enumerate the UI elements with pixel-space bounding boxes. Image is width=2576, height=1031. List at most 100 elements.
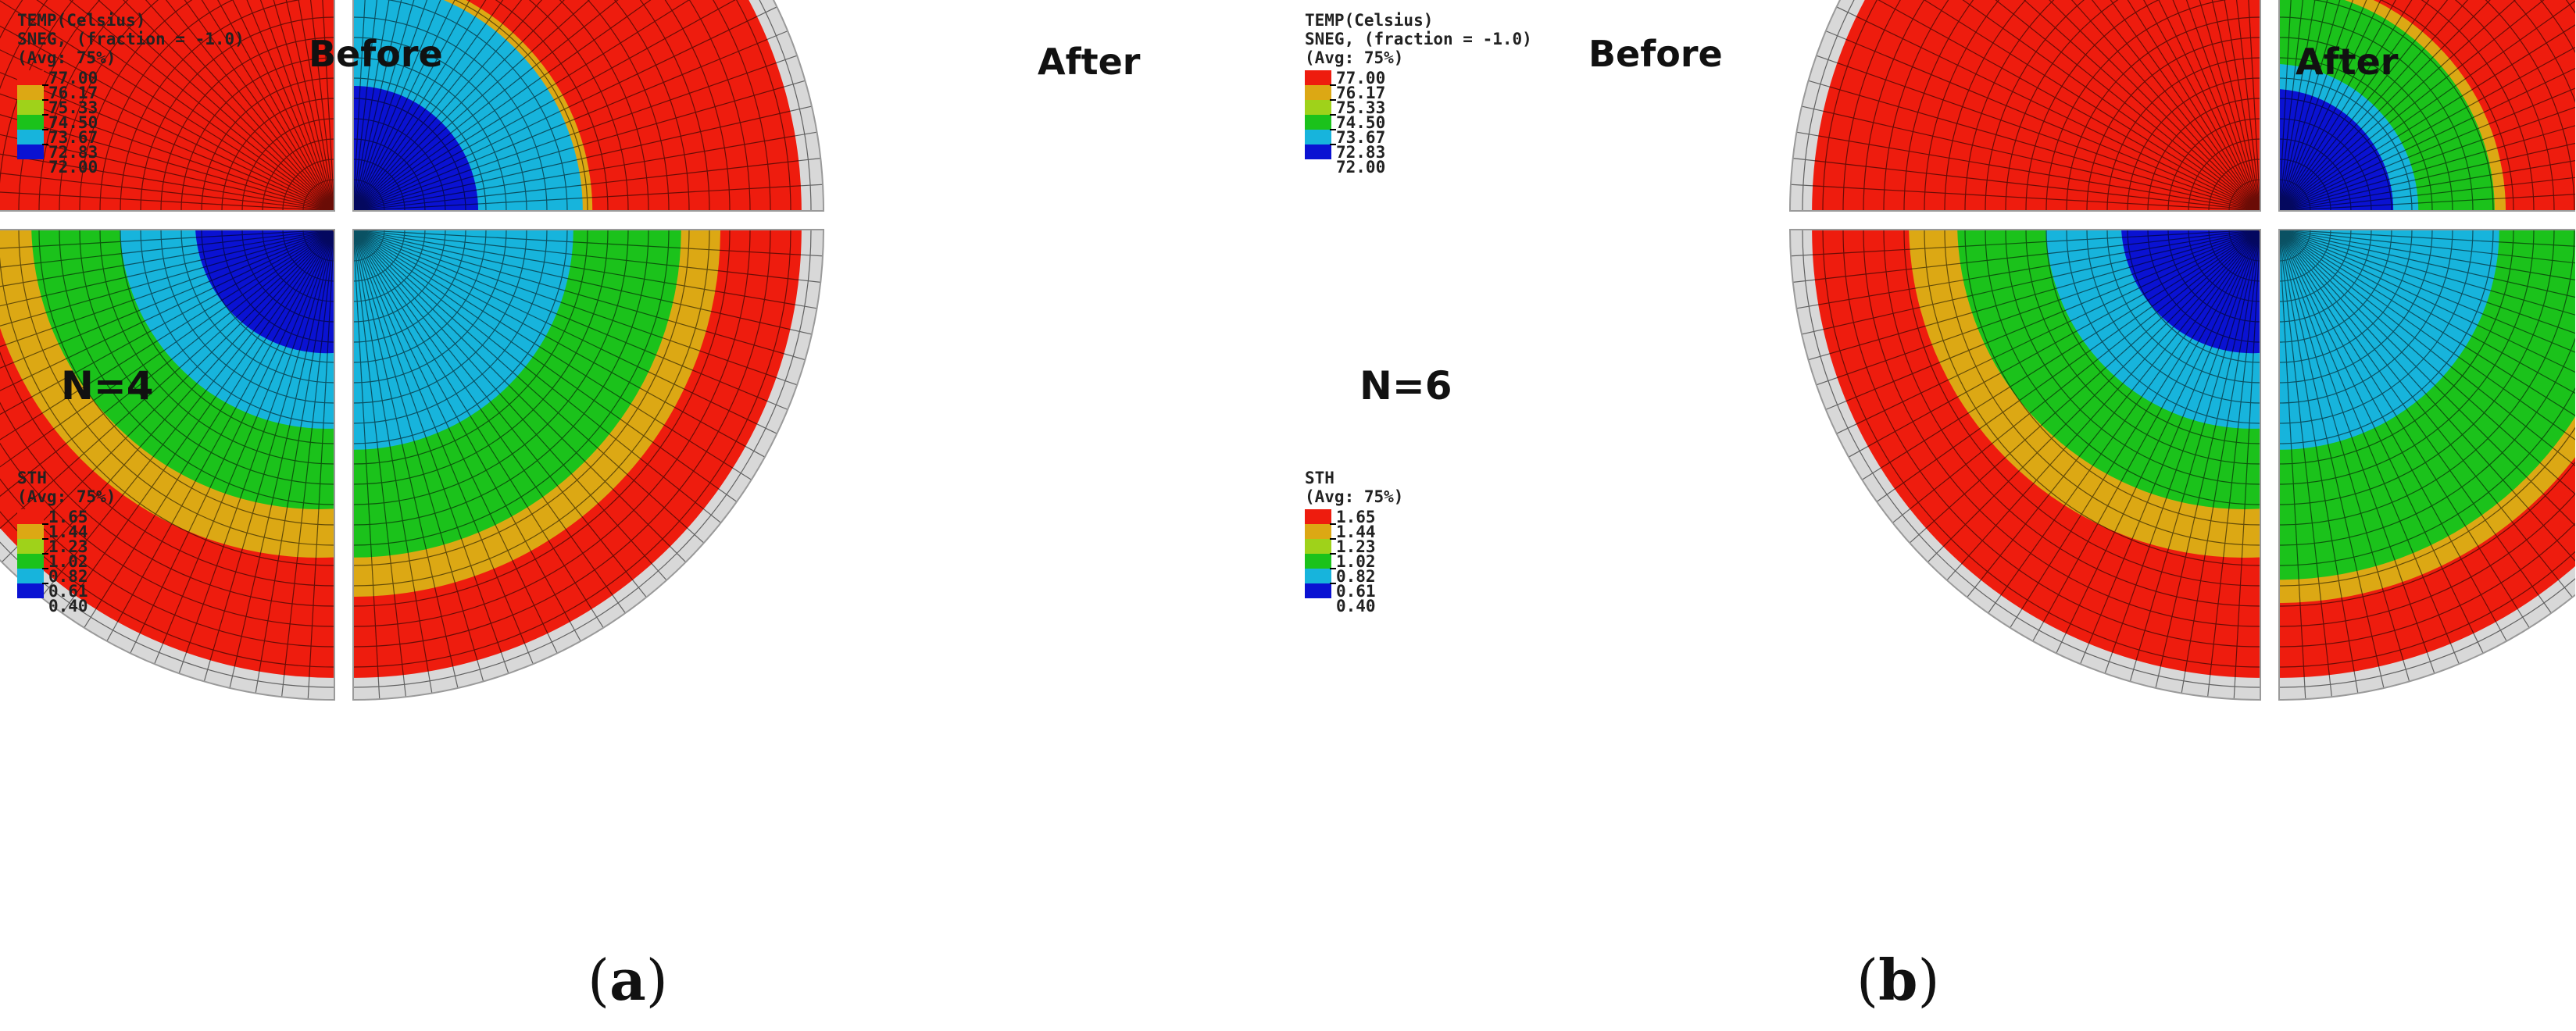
legend-value: 0.40 — [48, 597, 88, 615]
legend-tick — [42, 114, 48, 116]
legend-value: 1.02 — [48, 552, 88, 571]
quadrant-outline — [352, 0, 825, 212]
legend-sth-scale: 1.65 1.44 1.23 1.02 0.82 0.61 0.40 — [1305, 508, 1403, 615]
legend-swatch-yellowgreen — [17, 100, 44, 115]
legend-temp-title: TEMP(Celsius) — [17, 11, 146, 30]
legend-swatch-red — [17, 70, 44, 85]
legend-swatch-green — [1305, 554, 1331, 569]
legend-swatch-blue — [1305, 144, 1331, 159]
legend-value: 77.00 — [48, 69, 98, 87]
mesh-lines — [1790, 230, 2260, 700]
legend-swatch-blue — [1305, 583, 1331, 598]
title-after: After — [2296, 41, 2399, 83]
quadrant-outline — [1788, 0, 2261, 212]
legend-temp-subtitle: SNEG, (fraction = -1.0) — [1305, 30, 1532, 48]
legend-swatch-yellowgreen — [1305, 100, 1331, 115]
caption-letter: b — [1878, 947, 1918, 1013]
legend-value: 1.23 — [1336, 537, 1376, 556]
mesh-lines — [2279, 0, 2575, 211]
contour-plot-b — [1788, 0, 2575, 701]
legend-value: 72.00 — [48, 158, 98, 177]
legend-tick — [1330, 568, 1336, 569]
legend-value: 77.00 — [1336, 69, 1386, 87]
legend-tick — [42, 129, 48, 130]
legend-value: 0.61 — [48, 582, 88, 601]
legend-swatch-orange — [1305, 85, 1331, 100]
quadrant-outline — [2278, 229, 2575, 701]
caption-close: ) — [645, 947, 668, 1013]
quadrant-temp-after — [352, 0, 825, 212]
title-before: Before — [309, 33, 443, 75]
legend-tick — [42, 538, 48, 540]
quadrant-temp-before — [1788, 0, 2261, 212]
legend-tick — [1330, 583, 1336, 584]
legend-tick — [1330, 84, 1336, 86]
legend-tick — [1330, 129, 1336, 130]
legend-value: 1.23 — [48, 537, 88, 556]
quadrant-sth-after — [2278, 229, 2575, 701]
legend-value: 0.61 — [1336, 582, 1376, 601]
panel-a: TEMP(Celsius) SNEG, (fraction = -1.0) (A… — [0, 0, 1141, 1013]
quadrant-outline — [352, 229, 825, 701]
legend-tick — [1330, 114, 1336, 116]
panel-b: TEMP(Celsius) SNEG, (fraction = -1.0) (A… — [1288, 0, 2575, 1031]
legend-value: 74.50 — [48, 113, 98, 132]
legend-swatch-cyan — [17, 569, 44, 583]
legend-swatch-orange — [17, 85, 44, 100]
legend-value: 76.17 — [1336, 84, 1386, 102]
quadrant-sth-after — [352, 229, 825, 701]
legend-temp-scale: 77.00 76.17 75.33 74.50 73.67 72.83 72.0… — [1305, 69, 1532, 176]
legend-sth-avg: (Avg: 75%) — [17, 487, 116, 506]
legend-value: 73.67 — [48, 128, 98, 147]
legend-temp-scale: 77.00 76.17 75.33 74.50 73.67 72.83 72.0… — [17, 69, 245, 176]
contour-plot-a — [0, 0, 825, 701]
legend-value: 0.82 — [48, 567, 88, 586]
legend-swatch-red — [1305, 70, 1331, 85]
mesh-lines — [0, 0, 334, 211]
legend-tick — [1330, 144, 1336, 145]
legend-value: 1.65 — [1336, 508, 1376, 526]
legend-value: 72.83 — [1336, 143, 1386, 162]
contour-band — [2120, 230, 2260, 354]
legend-value: 76.17 — [48, 84, 98, 102]
legend-swatch-blue — [17, 583, 44, 598]
legend-temp-subtitle: SNEG, (fraction = -1.0) — [17, 30, 245, 48]
legend-sth-a: STH (Avg: 75%) 1.65 1.44 1.23 1.02 0.82 … — [17, 469, 116, 615]
legend-swatch-red — [1305, 509, 1331, 524]
legend-temp-title: TEMP(Celsius) — [1305, 11, 1434, 30]
mesh-lines — [1790, 0, 2260, 211]
legend-value: 75.33 — [1336, 98, 1386, 117]
legend-swatch-green — [17, 115, 44, 130]
legend-swatch-yellowgreen — [1305, 539, 1331, 554]
title-before: Before — [1588, 33, 1723, 75]
quadrant-sth-before — [0, 229, 335, 701]
legend-tick — [42, 553, 48, 555]
legend-value: 1.65 — [48, 508, 88, 526]
legend-temp-avg: (Avg: 75%) — [1305, 48, 1404, 67]
legend-swatch-orange — [1305, 524, 1331, 539]
legend-value: 1.02 — [1336, 552, 1376, 571]
legend-swatch-orange — [17, 524, 44, 539]
legend-sth-avg: (Avg: 75%) — [1305, 487, 1404, 506]
quadrant-temp-before — [0, 0, 335, 212]
legend-tick — [42, 568, 48, 569]
legend-value: 73.67 — [1336, 128, 1386, 147]
panel-caption: (a) — [588, 947, 668, 1013]
legend-swatch-green — [17, 554, 44, 569]
legend-tick — [42, 144, 48, 145]
legend-tick — [42, 583, 48, 584]
caption-close: ) — [1917, 947, 1940, 1013]
legend-temp-a: TEMP(Celsius) SNEG, (fraction = -1.0) (A… — [17, 11, 245, 176]
quadrant-temp-after — [2278, 0, 2575, 212]
legend-swatch-red — [17, 509, 44, 524]
legend-swatch-green — [1305, 115, 1331, 130]
caption-letter: a — [609, 947, 646, 1013]
legend-swatch-cyan — [1305, 569, 1331, 583]
mesh-lines — [0, 230, 334, 700]
legend-value: 0.82 — [1336, 567, 1376, 586]
title-after: After — [1038, 41, 1141, 83]
caption-open: ( — [588, 947, 610, 1013]
contour-band — [195, 230, 334, 354]
legend-swatch-blue — [17, 144, 44, 159]
legend-sth-title: STH — [1305, 469, 1334, 487]
